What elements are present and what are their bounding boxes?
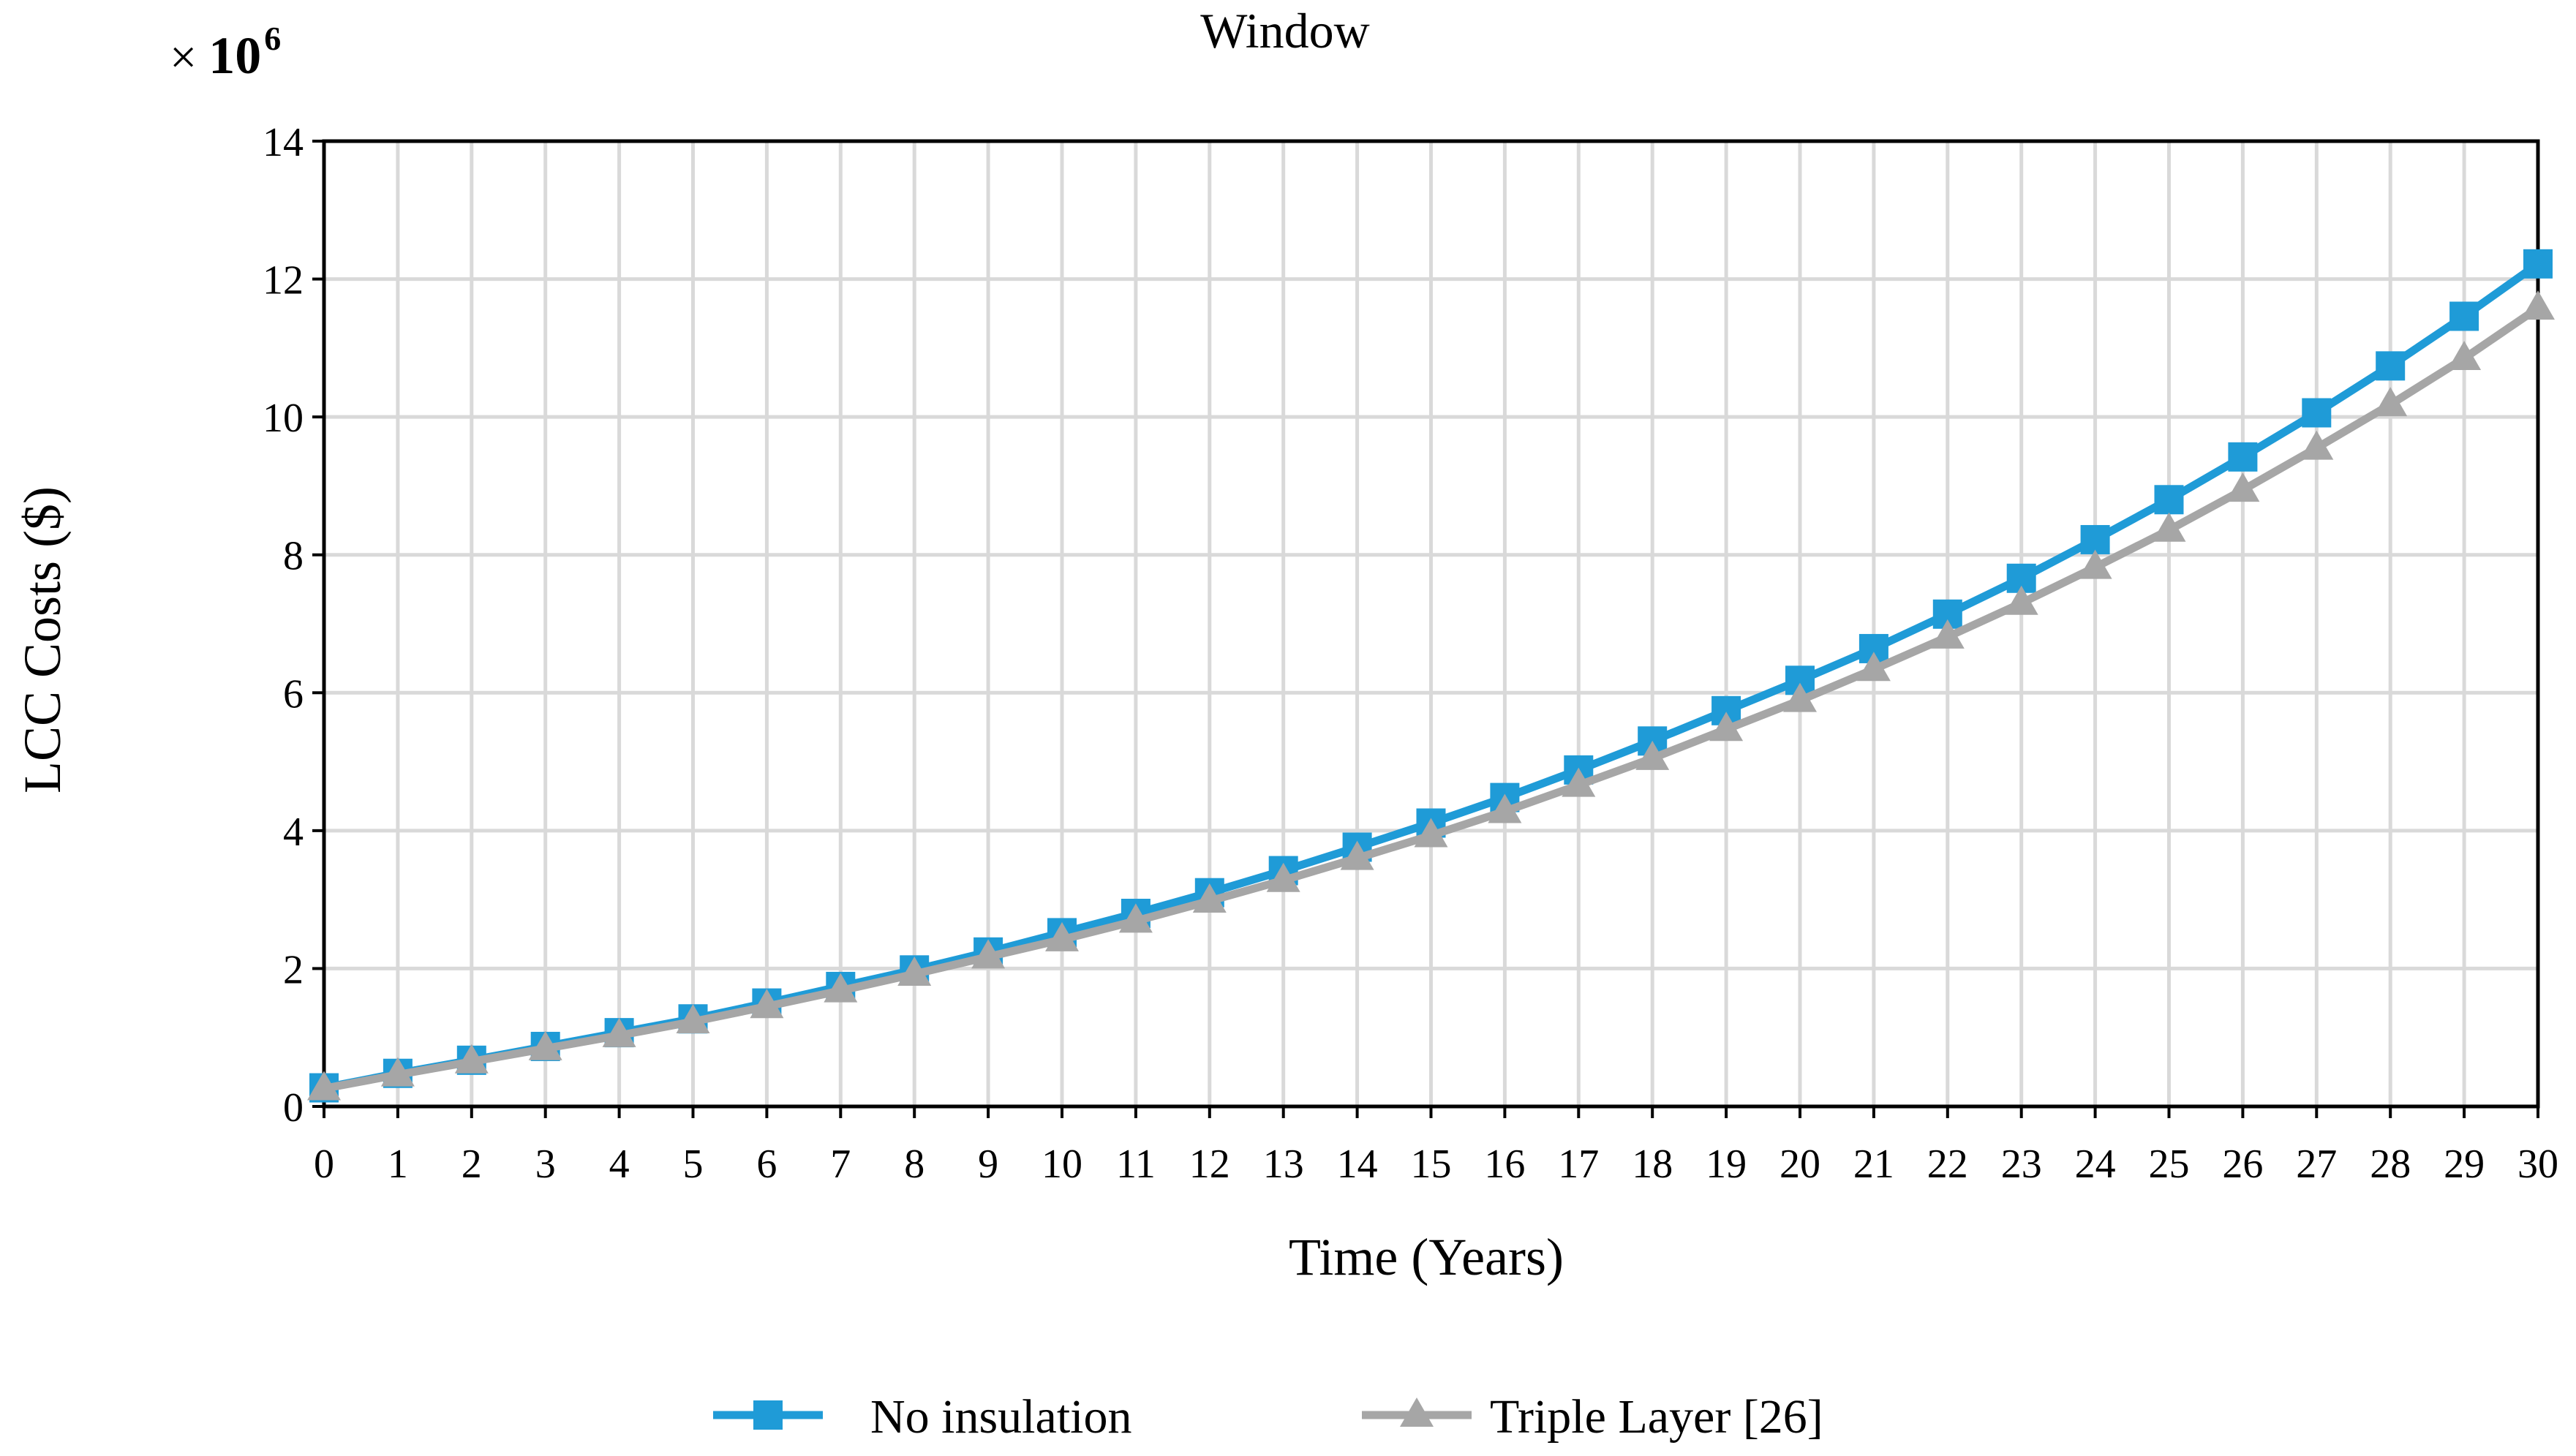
data-point-triple-layer — [1192, 883, 1227, 913]
y-axis-label: LCC Costs ($) — [13, 486, 72, 793]
x-tick-label: 12 — [1189, 1142, 1230, 1187]
data-point-no-insulation — [2376, 351, 2406, 381]
x-tick-label: 20 — [1780, 1142, 1820, 1187]
y-tick-label: 12 — [263, 258, 304, 303]
x-tick-label: 30 — [2517, 1142, 2558, 1187]
data-point-triple-layer — [1045, 921, 1079, 951]
x-tick-label: 5 — [683, 1142, 704, 1187]
data-point-triple-layer — [1562, 767, 1596, 797]
legend-label-triple-layer: Triple Layer [26] — [1490, 1390, 1823, 1444]
series-group — [307, 249, 2555, 1103]
data-point-triple-layer — [1930, 619, 1965, 649]
legend-marker-no-insulation — [753, 1400, 783, 1430]
data-point-triple-layer — [1635, 740, 1670, 770]
x-tick-label: 10 — [1042, 1142, 1082, 1187]
y-tick-label: 6 — [283, 671, 304, 717]
x-tick-label: 2 — [462, 1142, 482, 1187]
x-tick-label: 13 — [1263, 1142, 1304, 1187]
x-tick-label: 8 — [904, 1142, 924, 1187]
x-tick-label: 22 — [1927, 1142, 1968, 1187]
data-point-triple-layer — [897, 956, 932, 986]
y-tick-label: 10 — [263, 396, 304, 441]
data-point-triple-layer — [1118, 903, 1153, 933]
multiplier-times: × — [170, 31, 197, 84]
data-point-triple-layer — [1340, 840, 1374, 870]
multiplier-exponent: 6 — [264, 20, 281, 57]
legend: No insulation Triple Layer [26] — [713, 1390, 1823, 1444]
x-tick-label: 7 — [830, 1142, 851, 1187]
y-tick-label: 8 — [283, 534, 304, 579]
x-tick-label: 26 — [2222, 1142, 2263, 1187]
y-tick-label: 4 — [283, 810, 304, 855]
legend-marker-triple-layer — [1400, 1397, 1434, 1427]
data-point-triple-layer — [2521, 290, 2555, 320]
data-point-triple-layer — [2300, 430, 2334, 460]
x-tick-label: 16 — [1484, 1142, 1525, 1187]
data-point-triple-layer — [1266, 862, 1300, 892]
x-tick-label: 27 — [2296, 1142, 2337, 1187]
x-tick-label: 25 — [2149, 1142, 2190, 1187]
data-point-triple-layer — [2447, 341, 2482, 370]
x-tick-label: 23 — [2001, 1142, 2042, 1187]
data-point-triple-layer — [380, 1057, 415, 1087]
x-tick-label: 9 — [978, 1142, 998, 1187]
data-point-triple-layer — [1709, 712, 1744, 742]
y-tick-label: 0 — [283, 1085, 304, 1131]
x-tick-label: 17 — [1558, 1142, 1599, 1187]
data-point-triple-layer — [2152, 512, 2186, 542]
x-tick-label: 29 — [2444, 1142, 2485, 1187]
data-point-no-insulation — [2302, 398, 2332, 428]
data-point-triple-layer — [676, 1004, 710, 1034]
x-tick-label: 3 — [535, 1142, 556, 1187]
data-point-triple-layer — [824, 973, 858, 1003]
x-tick-label: 18 — [1632, 1142, 1673, 1187]
y-tick-label: 14 — [263, 120, 304, 165]
x-tick-label: 19 — [1706, 1142, 1747, 1187]
x-axis-ticks: 0 1 2 3 4 5 6 7 8 9 10 11 12 13 14 15 16 17 18 19 20 21 22 23 24… — [314, 1106, 2558, 1187]
grid — [322, 139, 2540, 1109]
x-tick-label: 6 — [756, 1142, 777, 1187]
legend-label-no-insulation: No insulation — [870, 1390, 1132, 1444]
legend-item-no-insulation: No insulation — [713, 1390, 1132, 1444]
multiplier-base: 10 — [208, 26, 261, 85]
x-tick-label: 11 — [1116, 1142, 1156, 1187]
data-point-triple-layer — [602, 1017, 636, 1047]
data-point-triple-layer — [307, 1071, 341, 1101]
x-tick-label: 1 — [388, 1142, 408, 1187]
x-tick-label: 14 — [1337, 1142, 1378, 1187]
x-tick-label: 0 — [314, 1142, 334, 1187]
x-tick-label: 28 — [2370, 1142, 2411, 1187]
y-axis-multiplier: × 10 6 — [170, 20, 281, 85]
y-axis-ticks: 0 2 4 6 8 10 12 14 — [263, 120, 324, 1131]
data-point-triple-layer — [2078, 549, 2112, 579]
data-point-triple-layer — [1488, 793, 1522, 823]
legend-item-triple-layer: Triple Layer [26] — [1362, 1390, 1823, 1444]
data-point-no-insulation — [2228, 442, 2258, 472]
data-point-triple-layer — [454, 1044, 489, 1074]
data-point-triple-layer — [1856, 652, 1891, 682]
x-tick-label: 15 — [1411, 1142, 1452, 1187]
data-point-triple-layer — [750, 989, 784, 1019]
series-triple-layer — [307, 290, 2555, 1101]
chart-title: Window — [1200, 3, 1369, 59]
x-tick-label: 21 — [1853, 1142, 1894, 1187]
data-point-no-insulation — [2523, 249, 2553, 279]
data-point-triple-layer — [2373, 387, 2408, 417]
data-point-no-insulation — [2080, 524, 2110, 554]
data-point-triple-layer — [971, 939, 1006, 969]
data-point-no-insulation — [2449, 301, 2479, 331]
data-point-triple-layer — [2004, 585, 2038, 615]
x-tick-label: 4 — [609, 1142, 630, 1187]
x-tick-label: 24 — [2075, 1142, 2116, 1187]
data-point-triple-layer — [1414, 818, 1448, 848]
data-point-no-insulation — [2154, 485, 2184, 515]
y-tick-label: 2 — [283, 947, 304, 992]
x-axis-label: Time (Years) — [1289, 1228, 1564, 1286]
data-point-triple-layer — [1783, 682, 1817, 712]
data-point-triple-layer — [528, 1030, 562, 1060]
data-point-triple-layer — [2226, 472, 2260, 502]
